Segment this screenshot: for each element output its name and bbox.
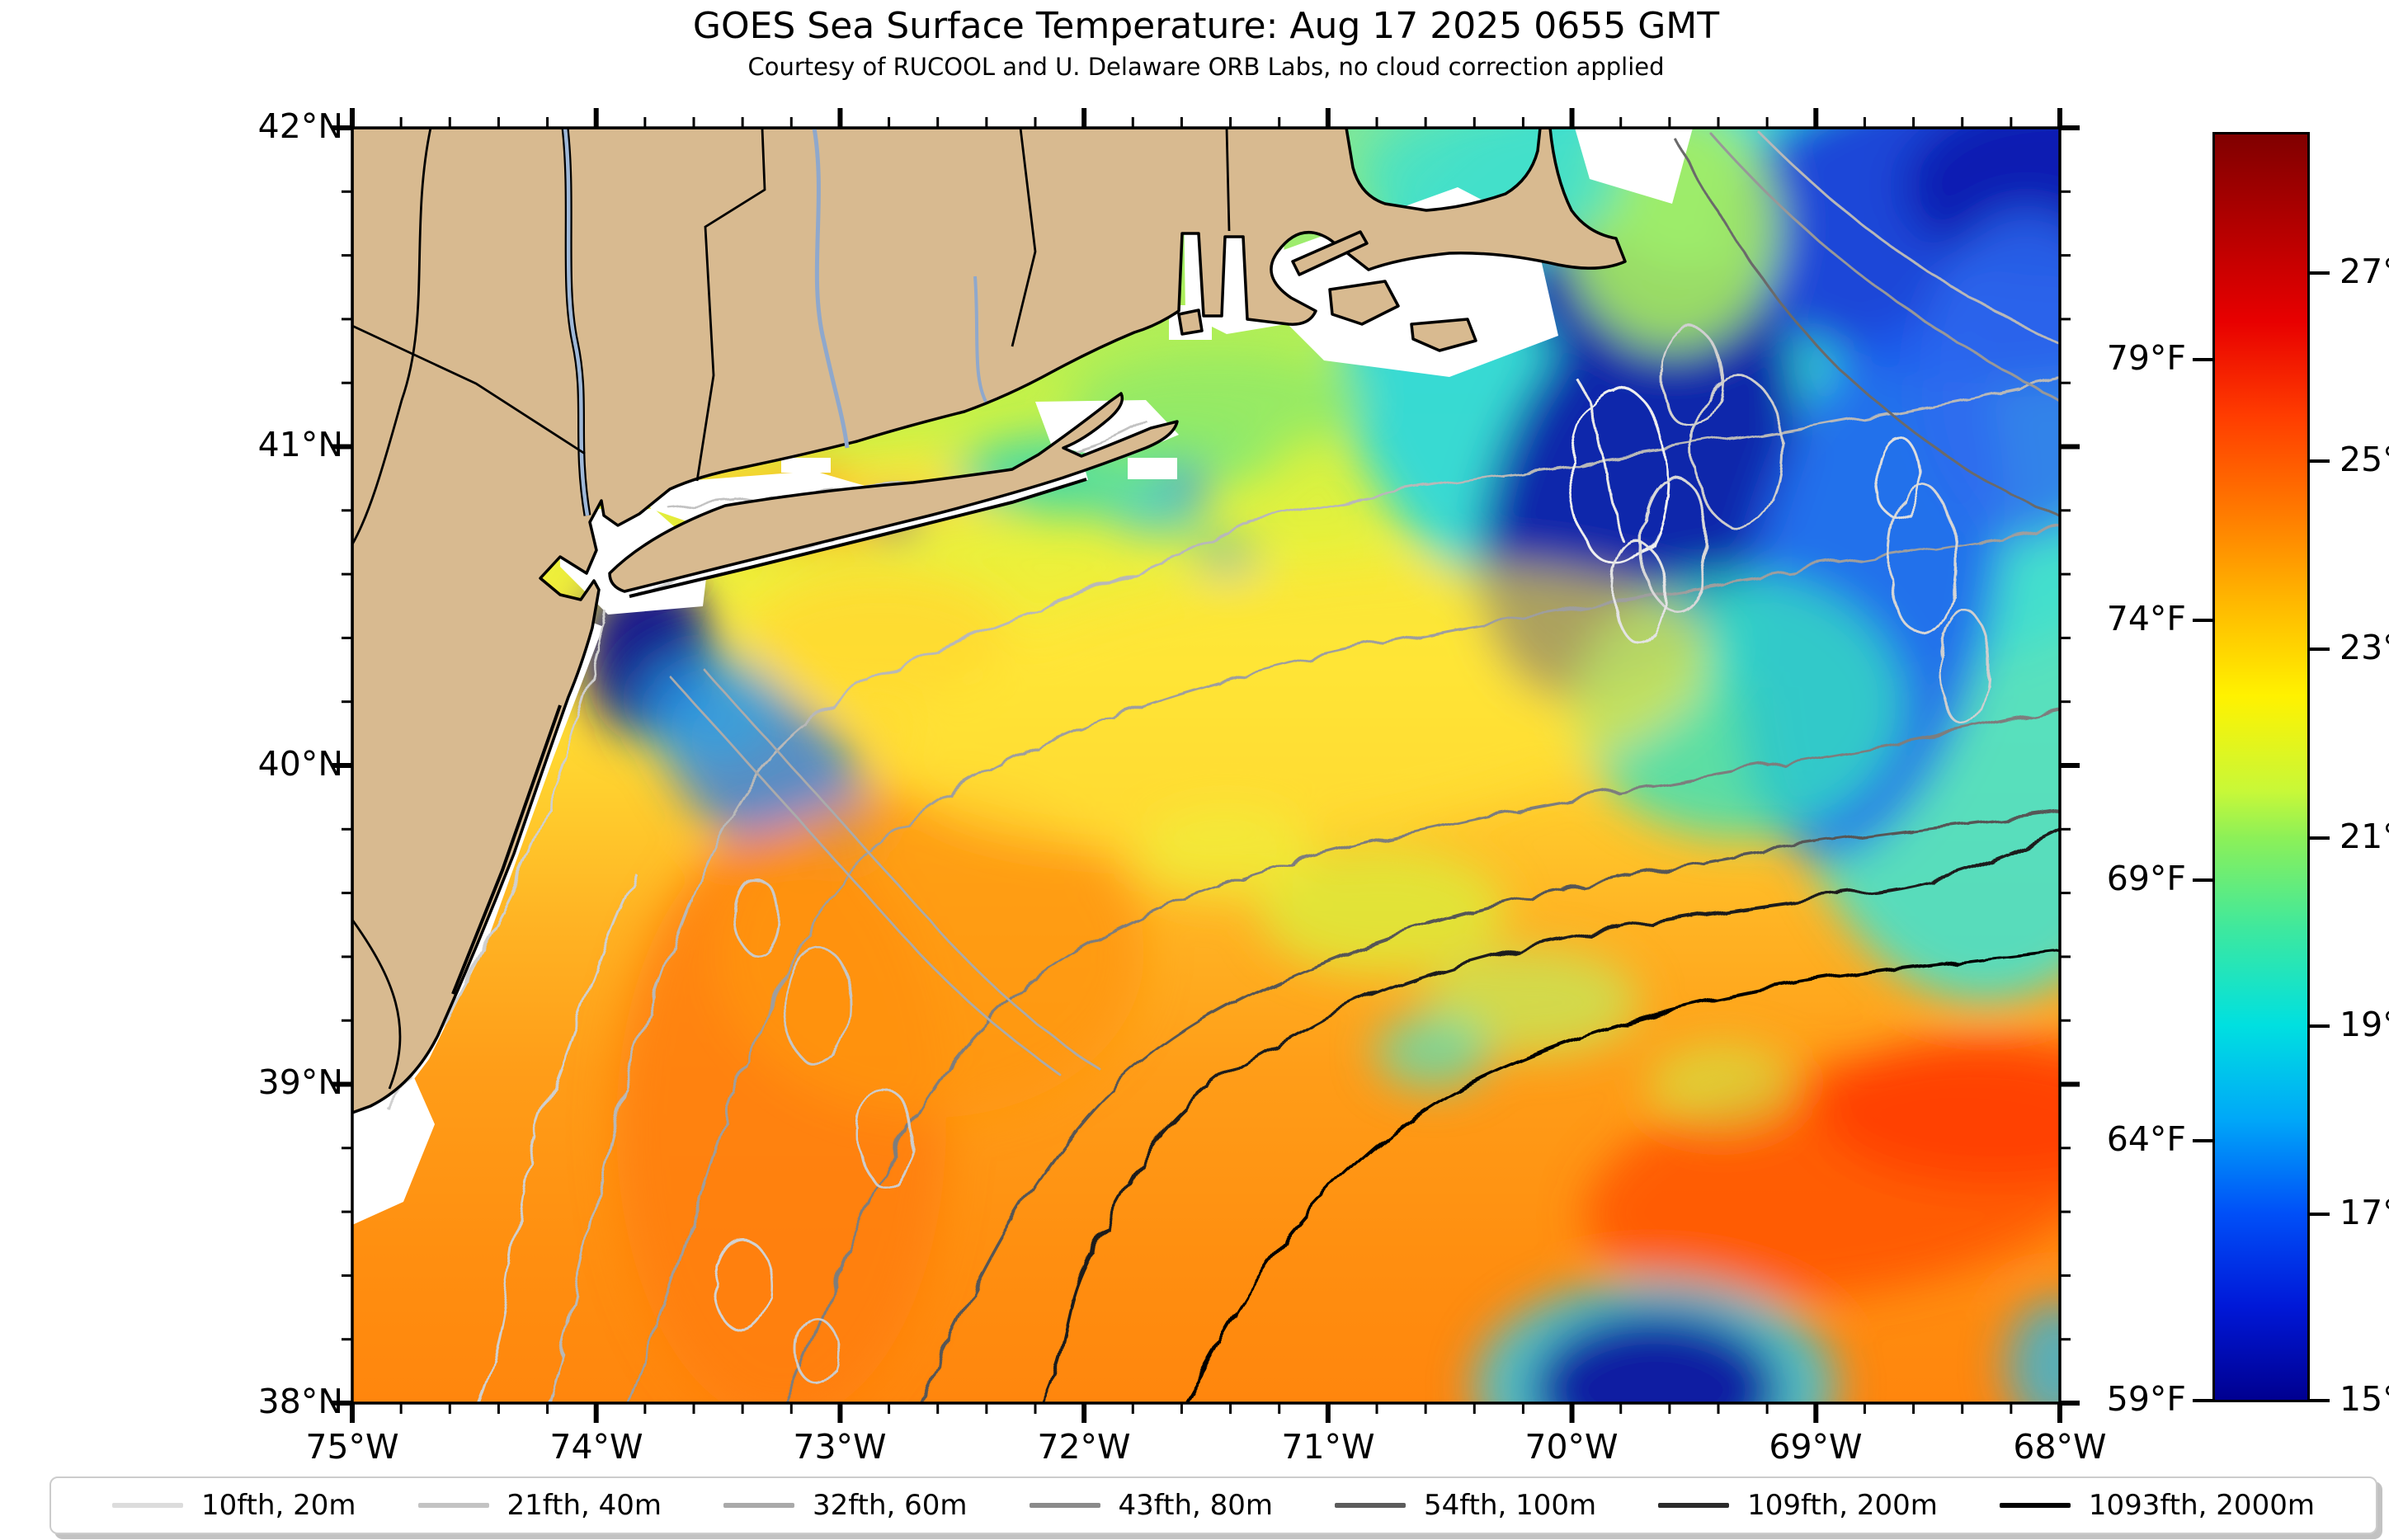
cbar-tick-64f xyxy=(2193,1139,2212,1142)
legend-item-40m: 21fth, 40m xyxy=(417,1489,662,1522)
land-masses xyxy=(352,128,1627,1114)
cbar-tick-79f xyxy=(2193,358,2212,361)
contour-legend: 10fth, 20m 21fth, 40m 32fth, 60m 43fth, … xyxy=(49,1476,2377,1534)
legend-item-80m: 43fth, 80m xyxy=(1029,1489,1274,1522)
x-tick-75w: 75°W xyxy=(305,1427,399,1467)
cbar-label-59f: 59°F xyxy=(2106,1379,2186,1419)
y-tick-39n: 39°N xyxy=(257,1062,343,1102)
cbar-label-15c: 15°C xyxy=(2340,1379,2389,1419)
thames-river xyxy=(973,276,987,403)
legend-line-200m-swatch xyxy=(1658,1503,1730,1508)
land-marthas-vineyard xyxy=(1328,280,1400,326)
cbar-tick-59f xyxy=(2193,1399,2212,1402)
x-tick-72w: 72°W xyxy=(1037,1427,1131,1467)
land-elizabeth-islands xyxy=(1291,230,1369,276)
legend-label-20m: 10fth, 20m xyxy=(201,1489,356,1522)
land-block-island xyxy=(1177,308,1204,336)
y-tick-41n: 41°N xyxy=(257,425,343,464)
y-tick-40n: 40°N xyxy=(257,744,343,784)
x-tick-69w: 69°W xyxy=(1769,1427,1863,1467)
legend-line-20m-swatch xyxy=(112,1503,183,1508)
x-tick-71w: 71°W xyxy=(1281,1427,1375,1467)
sst-map xyxy=(332,108,2080,1423)
cbar-label-19c: 19°C xyxy=(2340,1005,2389,1044)
legend-item-2000m: 1093fth, 2000m xyxy=(1999,1489,2315,1522)
cbar-tick-25c xyxy=(2310,459,2330,463)
legend-line-80m-swatch xyxy=(1029,1503,1100,1508)
cbar-label-27c: 27°C xyxy=(2340,252,2389,291)
cbar-label-25c: 25°C xyxy=(2340,440,2389,479)
cbar-tick-23c xyxy=(2310,648,2330,651)
legend-item-200m: 109fth, 200m xyxy=(1658,1489,1938,1522)
state-border-ny-nj xyxy=(352,324,586,455)
cbar-label-69f: 69°F xyxy=(2106,859,2186,898)
cbar-label-23c: 23°C xyxy=(2340,628,2389,667)
state-border-ct-ri xyxy=(1011,128,1037,347)
state-border-ri-ma xyxy=(1225,128,1231,232)
cbar-tick-69f xyxy=(2193,878,2212,882)
nj-barrier-beach xyxy=(451,704,562,995)
legend-line-40m-swatch xyxy=(417,1503,489,1508)
li-barrier-beach xyxy=(629,478,1087,598)
cbar-tick-74f xyxy=(2193,619,2212,622)
legend-item-20m: 10fth, 20m xyxy=(112,1489,356,1522)
cbar-tick-15c xyxy=(2310,1399,2330,1402)
axis-ticks xyxy=(332,108,2080,1423)
legend-label-2000m: 1093fth, 2000m xyxy=(2088,1489,2315,1522)
cbar-tick-17c xyxy=(2310,1213,2330,1216)
temperature-colorbar xyxy=(2212,132,2310,1402)
x-tick-74w: 74°W xyxy=(549,1427,643,1467)
legend-line-2000m-swatch xyxy=(1999,1503,2071,1508)
page-subtitle: Courtesy of RUCOOL and U. Delaware ORB L… xyxy=(747,53,1665,81)
plot-spine xyxy=(351,126,2062,1405)
state-border-ny-ct xyxy=(695,128,766,482)
y-tick-42n: 42°N xyxy=(257,106,343,146)
cbar-label-21c: 21°C xyxy=(2340,817,2389,856)
cbar-label-64f: 64°F xyxy=(2106,1119,2186,1159)
legend-label-80m: 43fth, 80m xyxy=(1118,1489,1274,1522)
land-mainland xyxy=(352,128,1627,1114)
x-tick-70w: 70°W xyxy=(1524,1427,1619,1467)
cbar-tick-21c xyxy=(2310,836,2330,840)
cbar-tick-27c xyxy=(2310,271,2330,275)
x-tick-73w: 73°W xyxy=(793,1427,887,1467)
legend-label-60m: 32fth, 60m xyxy=(813,1489,968,1522)
sst-map-canvas xyxy=(332,108,2080,1423)
legend-label-200m: 109fth, 200m xyxy=(1747,1489,1938,1522)
page-title: GOES Sea Surface Temperature: Aug 17 202… xyxy=(692,5,1720,47)
connecticut-river xyxy=(812,128,850,449)
legend-item-60m: 32fth, 60m xyxy=(723,1489,968,1522)
delaware-bay-shore xyxy=(352,919,402,1090)
boundaries-and-rivers xyxy=(352,128,1231,1090)
legend-item-100m: 54fth, 100m xyxy=(1335,1489,1596,1522)
legend-label-40m: 21fth, 40m xyxy=(507,1489,662,1522)
delaware-river-border xyxy=(352,128,432,545)
y-tick-38n: 38°N xyxy=(257,1382,343,1421)
cbar-label-74f: 74°F xyxy=(2106,599,2186,638)
x-tick-68w: 68°W xyxy=(2013,1427,2107,1467)
land-nantucket xyxy=(1410,318,1477,352)
cbar-label-17c: 17°C xyxy=(2340,1193,2389,1232)
legend-line-100m-swatch xyxy=(1335,1503,1406,1508)
land-long-island xyxy=(608,392,1179,593)
cbar-label-79f: 79°F xyxy=(2106,338,2186,378)
legend-line-60m-swatch xyxy=(723,1503,794,1508)
legend-label-100m: 54fth, 100m xyxy=(1424,1489,1597,1522)
cbar-tick-19c xyxy=(2310,1024,2330,1028)
